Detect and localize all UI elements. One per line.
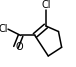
Text: O: O (16, 42, 24, 52)
Text: Cl: Cl (0, 24, 8, 34)
Text: Cl: Cl (41, 0, 51, 10)
